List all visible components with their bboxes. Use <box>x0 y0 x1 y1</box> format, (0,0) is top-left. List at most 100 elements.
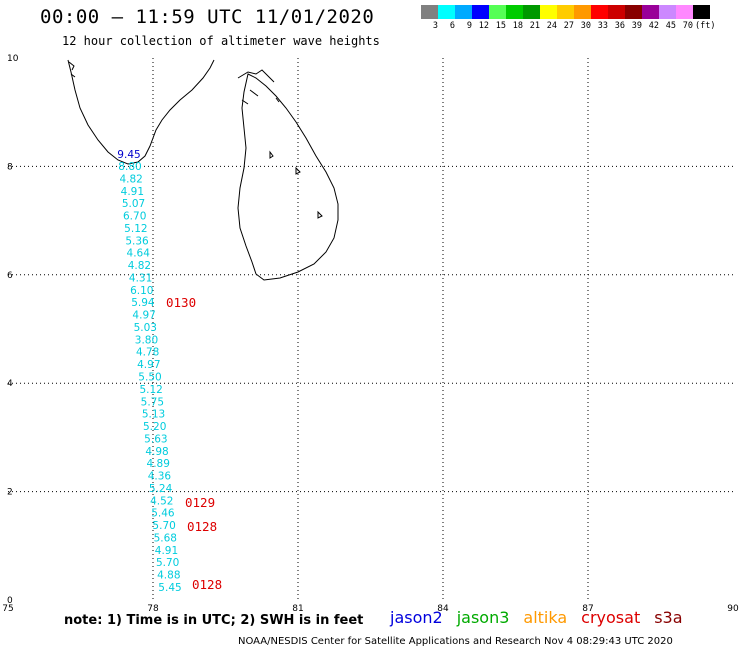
swh-value-label: 8.80 <box>118 161 141 173</box>
swh-value-label: 4.52 <box>150 495 173 507</box>
legend-swatch <box>489 5 506 19</box>
swh-value-label: 4.97 <box>137 359 160 371</box>
swh-value-label: 5.45 <box>158 582 181 594</box>
legend-swatch <box>472 5 489 19</box>
swh-value-label: 4.82 <box>119 173 142 185</box>
swh-value-label: 5.70 <box>152 520 175 532</box>
swh-value-label: 4.82 <box>128 260 151 272</box>
pass-time-labels: 0130 0129 0128 0128 <box>166 295 222 592</box>
legend-labels: 3 6 9 12 15 18 21 24 27 30 33 36 39 42 45 70 (ft) <box>421 21 716 31</box>
legend-swatch <box>625 5 642 19</box>
legend-swatch <box>659 5 676 19</box>
swh-value-label: 4.78 <box>136 347 159 359</box>
swh-value-label: 4.31 <box>129 272 152 284</box>
legend-swatch <box>523 5 540 19</box>
pass-time-label: 0130 <box>166 295 196 310</box>
swh-value-label: 5.03 <box>134 322 157 334</box>
swh-value-label: 5.75 <box>141 396 164 408</box>
legend-label: 3 <box>432 21 438 31</box>
coastline <box>67 59 339 281</box>
credit-line: NOAA/NESDIS Center for Satellite Applica… <box>238 636 673 647</box>
legend-label: 30 <box>580 21 591 31</box>
legend-swatch <box>591 5 608 19</box>
legend-swatches <box>421 5 715 19</box>
legend-unit: (ft) <box>695 21 716 31</box>
swh-value-label: 4.64 <box>127 248 151 260</box>
swh-value-label: 4.88 <box>157 570 180 582</box>
x-tick-label: 75 <box>2 604 13 614</box>
legend-label: 9 <box>466 21 472 31</box>
legend-label: 21 <box>529 21 540 31</box>
satellite-label: jason3 <box>456 608 510 627</box>
y-tick-label: 4 <box>7 379 13 389</box>
swh-value-label: 4.91 <box>121 186 144 198</box>
jaffna-peninsula <box>237 69 275 105</box>
y-tick-label: 10 <box>7 54 19 64</box>
swh-value-label: 4.91 <box>155 545 178 557</box>
x-tick-label: 81 <box>292 604 303 614</box>
satellite-label: cryosat <box>581 608 641 627</box>
legend-label: 45 <box>665 21 676 31</box>
legend-swatch <box>421 5 438 19</box>
pass-time-label: 0129 <box>185 495 215 510</box>
swh-value-label: 9.45 <box>117 149 140 161</box>
swh-value-label: 5.94 <box>131 297 155 309</box>
legend-swatch <box>455 5 472 19</box>
swh-value-label: 6.10 <box>130 285 153 297</box>
swh-value-label: 5.13 <box>142 409 165 421</box>
x-tick-label: 84 <box>437 604 449 614</box>
legend-label: 39 <box>631 21 642 31</box>
x-tick-label: 90 <box>727 604 739 614</box>
satellite-label: s3a <box>654 608 683 627</box>
color-legend: 3 6 9 12 15 18 21 24 27 30 33 36 39 42 45 70 (ft) <box>421 5 715 31</box>
x-tick-label: 87 <box>582 604 593 614</box>
legend-swatch <box>557 5 574 19</box>
satellite-legend: jason2 jason3 altika cryosat s3a <box>390 608 683 627</box>
pass-time-label: 0128 <box>187 519 217 534</box>
swh-value-label: 5.70 <box>156 557 179 569</box>
sri-lanka-coastline <box>237 73 339 281</box>
y-tick-label: 6 <box>7 271 13 281</box>
swh-value-label: 4.89 <box>147 458 170 470</box>
legend-label: 18 <box>512 21 523 31</box>
y-tick-label: 8 <box>7 162 13 172</box>
swh-value-label: 4.97 <box>132 310 155 322</box>
legend-swatch <box>574 5 591 19</box>
swh-value-label: 4.98 <box>145 446 168 458</box>
swh-value-label: 5.12 <box>139 384 162 396</box>
india-coastline <box>67 59 215 165</box>
legend-swatch <box>608 5 625 19</box>
swh-value-label: 5.68 <box>154 532 177 544</box>
axis-ticks: 75 78 81 84 87 90 0 2 4 6 8 10 <box>2 54 739 614</box>
swh-value-label: 4.36 <box>148 471 172 483</box>
y-tick-label: 0 <box>7 596 13 606</box>
legend-swatch <box>693 5 710 19</box>
satellite-label: altika <box>523 608 568 627</box>
swh-value-label: 5.46 <box>151 508 175 520</box>
legend-swatch <box>642 5 659 19</box>
islands <box>269 97 323 219</box>
legend-label: 27 <box>563 21 574 31</box>
swh-value-label: 3.80 <box>135 334 158 346</box>
swh-value-label: 5.36 <box>125 235 149 247</box>
legend-swatch <box>506 5 523 19</box>
legend-label: 42 <box>648 21 659 31</box>
map-title: 00:00 – 11:59 UTC 11/01/2020 <box>40 6 375 28</box>
legend-label: 36 <box>614 21 625 31</box>
legend-label: 6 <box>449 21 455 31</box>
swh-value-label: 5.63 <box>144 433 167 445</box>
swh-value-label: 5.07 <box>122 198 145 210</box>
legend-label: 24 <box>546 21 557 31</box>
swh-value-label: 5.12 <box>124 223 147 235</box>
map-grid <box>8 58 733 600</box>
legend-label: 15 <box>495 21 506 31</box>
swh-value-label: 5.24 <box>149 483 173 495</box>
pass-time-label: 0128 <box>192 577 222 592</box>
legend-swatch <box>540 5 557 19</box>
legend-label: 12 <box>478 21 489 31</box>
map-subtitle: 12 hour collection of altimeter wave hei… <box>62 34 380 48</box>
footnote: note: 1) Time is in UTC; 2) SWH is in fe… <box>64 613 364 628</box>
satellite-label: jason2 <box>390 608 443 627</box>
swh-value-label: 5.20 <box>143 421 166 433</box>
